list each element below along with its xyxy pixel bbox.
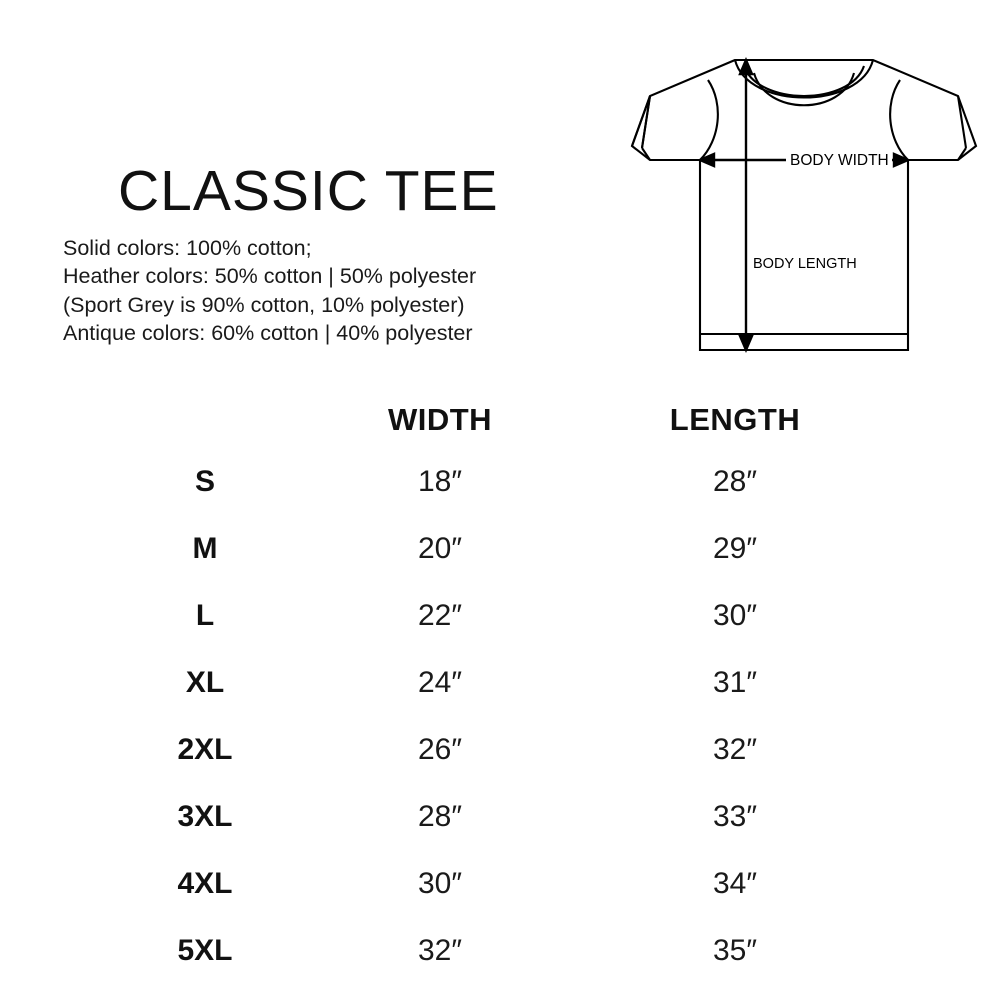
cell-length: 31″ [713, 665, 757, 699]
body-length-label-mask [751, 252, 855, 274]
body-length-arrowhead-top [738, 56, 754, 76]
cell-size: 2XL [177, 732, 233, 766]
left-cuff-edge [641, 147, 651, 161]
table-header-row: WIDTH LENGTH [130, 392, 870, 448]
size-table: WIDTH LENGTH S 18″ 28″ M 20″ 29″ L 22″ 3… [130, 392, 870, 984]
cell-size: S [194, 464, 215, 498]
body-width-label-mask [786, 148, 892, 172]
table-row: S 18″ 28″ [130, 448, 870, 515]
cell-width: 28″ [418, 799, 462, 833]
body-width-label: BODY WIDTH [790, 152, 889, 169]
cell-length: 34″ [713, 866, 757, 900]
table-row: 4XL 30″ 34″ [130, 850, 870, 917]
table-row: 3XL 28″ 33″ [130, 783, 870, 850]
header-width: WIDTH [387, 402, 493, 437]
body-length-arrow [738, 56, 754, 354]
header-length: LENGTH [669, 402, 801, 437]
cell-length: 28″ [713, 464, 757, 498]
description-line-4: Antique colors: 60% cotton | 40% polyest… [63, 321, 473, 346]
cell-length: 32″ [713, 732, 757, 766]
cell-size: XL [185, 665, 225, 699]
left-cuff-line [640, 95, 652, 149]
description-line-3: (Sport Grey is 90% cotton, 10% polyester… [63, 292, 465, 317]
right-cuff-line [956, 95, 968, 149]
cell-width: 32″ [418, 933, 462, 967]
cell-size: L [195, 598, 215, 632]
description-line-2: Heather colors: 50% cotton | 50% polyest… [63, 264, 477, 289]
cell-width: 30″ [418, 866, 462, 900]
body-length-arrowhead-bottom [738, 334, 754, 354]
cell-width: 20″ [418, 531, 462, 565]
page-title: CLASSIC TEE [118, 159, 499, 223]
body-length-label: BODY LENGTH [753, 256, 857, 272]
cell-length: 29″ [713, 531, 757, 565]
cell-size: 4XL [177, 866, 233, 900]
cell-size: 5XL [177, 933, 233, 967]
cell-size: 3XL [177, 799, 233, 833]
cell-size: M [192, 531, 218, 565]
fabric-description: Solid colors: 100% cotton; Heather color… [63, 234, 476, 348]
right-armhole-seam [889, 79, 909, 161]
body-width-arrowhead-right [892, 152, 912, 168]
description-line-1: Solid colors: 100% cotton; [63, 236, 312, 260]
collar-inner [743, 65, 865, 98]
cell-length: 30″ [713, 598, 757, 632]
table-row: XL 24″ 31″ [130, 649, 870, 716]
shirt-outline [630, 58, 978, 352]
cell-width: 22″ [418, 598, 462, 632]
cell-length: 33″ [713, 799, 757, 833]
body-width-arrowhead-left [696, 152, 716, 168]
table-row: M 20″ 29″ [130, 515, 870, 582]
cell-width: 24″ [418, 665, 462, 699]
collar-outer [733, 59, 875, 99]
table-row: 2XL 26″ 32″ [130, 716, 870, 783]
collar-neckline [752, 72, 856, 107]
right-cuff-edge [957, 147, 967, 161]
tshirt-diagram: BODY WIDTH BODY LENGTH [620, 38, 1000, 383]
cell-width: 18″ [418, 464, 462, 498]
left-armhole-seam [699, 79, 719, 161]
table-row: 5XL 32″ 35″ [130, 917, 870, 984]
cell-width: 26″ [418, 732, 462, 766]
cell-length: 35″ [713, 933, 757, 967]
table-row: L 22″ 30″ [130, 582, 870, 649]
